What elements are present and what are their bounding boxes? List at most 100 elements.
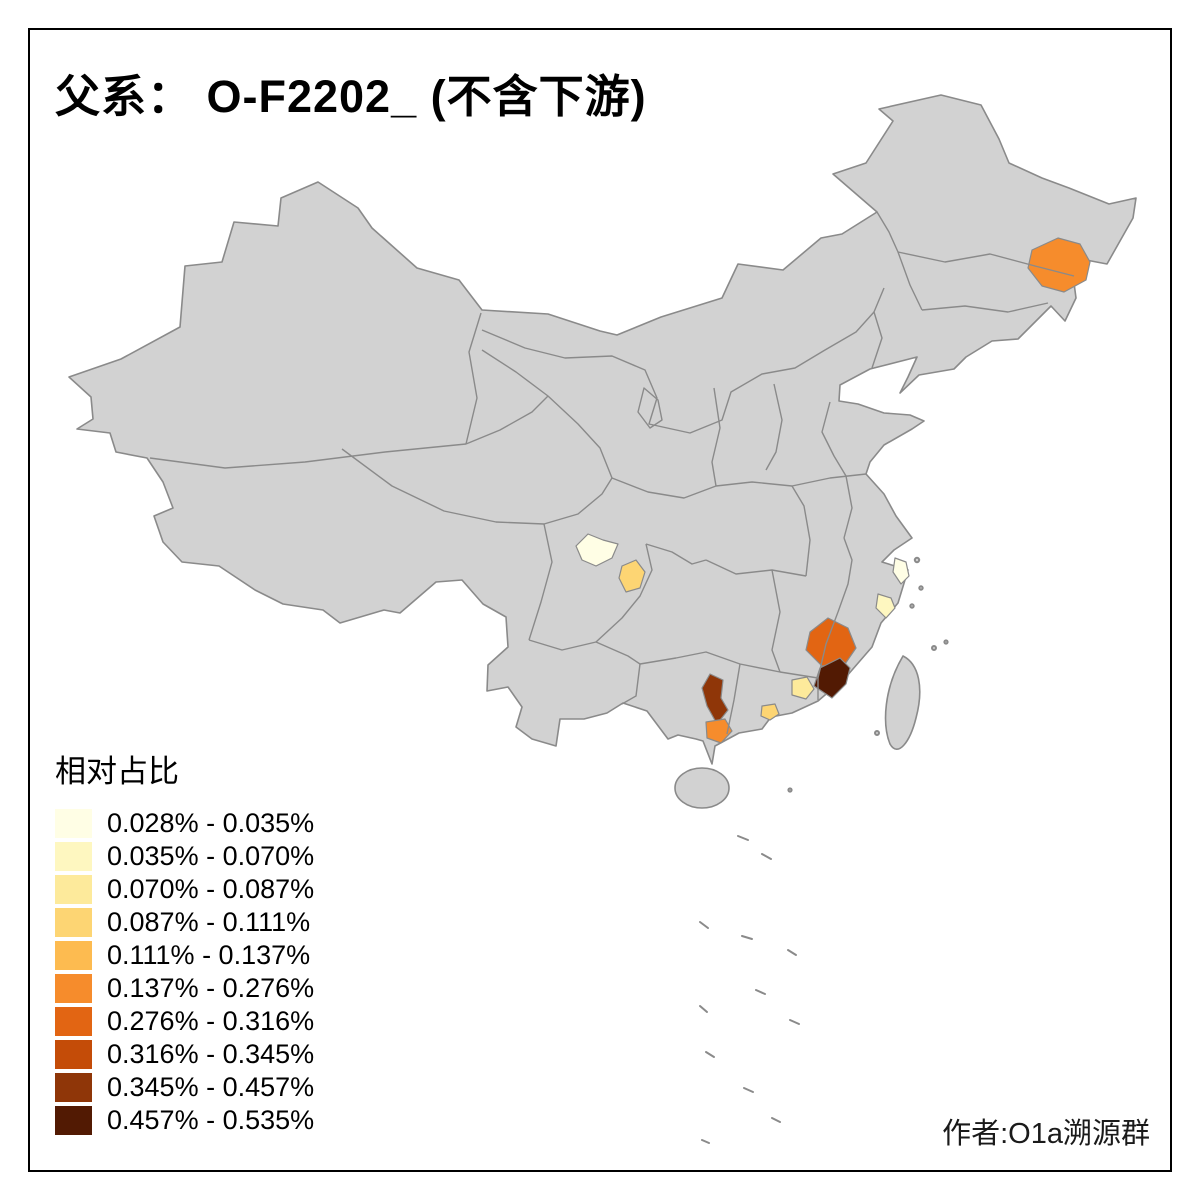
country-outline bbox=[68, 94, 1137, 809]
sea-dash bbox=[741, 935, 753, 940]
region-heilongjiang-east bbox=[1027, 237, 1091, 293]
legend-swatch bbox=[55, 1073, 92, 1102]
island-dot bbox=[787, 787, 793, 793]
legend-item: 0.316% - 0.345% bbox=[55, 1038, 314, 1071]
island-dot bbox=[918, 585, 924, 591]
plot-title: 父系： O-F2202_ (不含下游) bbox=[55, 71, 647, 122]
region-sichuan-chengdu bbox=[575, 533, 619, 567]
legend-swatch bbox=[55, 1040, 92, 1069]
province-border bbox=[871, 287, 885, 369]
china-mainland bbox=[68, 94, 1137, 765]
province-border bbox=[341, 448, 545, 525]
region-guangxi-east bbox=[701, 673, 729, 725]
taiwan-island bbox=[884, 655, 921, 750]
legend-label: 0.035% - 0.070% bbox=[107, 841, 315, 871]
region-zhejiang-coast-south bbox=[875, 593, 896, 619]
province-border bbox=[639, 651, 819, 679]
province-border bbox=[837, 537, 853, 613]
legend-label: 0.137% - 0.276% bbox=[107, 973, 315, 1003]
legend-label: 0.087% - 0.111% bbox=[107, 907, 311, 937]
legend-item: 0.345% - 0.457% bbox=[55, 1071, 314, 1104]
region-guangdong-north bbox=[791, 676, 815, 700]
sea-dash bbox=[743, 1087, 754, 1093]
sea-dash bbox=[699, 1005, 708, 1013]
legend-label: 0.070% - 0.087% bbox=[107, 874, 315, 904]
island-dot bbox=[874, 730, 880, 736]
province-border bbox=[843, 475, 853, 539]
legend: 相对占比 0.028% - 0.035% 0.035% - 0.070% 0.0… bbox=[55, 746, 314, 1137]
legend-item: 0.111% - 0.137% bbox=[55, 939, 314, 972]
legend-rows: 0.028% - 0.035% 0.035% - 0.070% 0.070% -… bbox=[55, 807, 314, 1137]
province-border bbox=[595, 543, 653, 643]
legend-item: 0.457% - 0.535% bbox=[55, 1104, 314, 1137]
province-border bbox=[543, 477, 613, 525]
province-border bbox=[705, 559, 807, 577]
sea-dash bbox=[789, 1019, 800, 1025]
province-border bbox=[481, 311, 875, 434]
sea-dash bbox=[761, 853, 772, 860]
province-border bbox=[791, 485, 811, 577]
province-border bbox=[726, 663, 741, 735]
legend-swatch bbox=[55, 974, 92, 1003]
sea-dash bbox=[699, 921, 709, 929]
province-border bbox=[481, 349, 613, 479]
sea-dash bbox=[771, 1117, 781, 1123]
province-border bbox=[821, 401, 847, 477]
legend-swatch bbox=[55, 842, 92, 871]
legend-label: 0.457% - 0.535% bbox=[107, 1105, 315, 1135]
legend-label: 0.316% - 0.345% bbox=[107, 1039, 315, 1069]
legend-item: 0.035% - 0.070% bbox=[55, 840, 314, 873]
province-border bbox=[149, 443, 467, 469]
sea-dash bbox=[737, 835, 749, 841]
sea-dash bbox=[755, 989, 766, 995]
hainan-island bbox=[674, 767, 730, 809]
province-border bbox=[897, 251, 1075, 277]
legend-title: 相对占比 bbox=[55, 754, 179, 789]
legend-swatch bbox=[55, 1007, 92, 1036]
sea-dash bbox=[705, 1051, 715, 1058]
highlighted-regions bbox=[575, 237, 1091, 744]
legend-label: 0.028% - 0.035% bbox=[107, 808, 315, 838]
island-marks bbox=[699, 556, 949, 1144]
sea-dash bbox=[787, 949, 797, 956]
legend-swatch bbox=[55, 908, 92, 937]
legend-label: 0.276% - 0.316% bbox=[107, 1006, 315, 1036]
legend-label: 0.345% - 0.457% bbox=[107, 1072, 315, 1102]
region-fujian-north bbox=[805, 617, 857, 667]
legend-swatch bbox=[55, 941, 92, 970]
region-zhejiang-coast-north bbox=[892, 557, 910, 585]
province-border bbox=[711, 387, 721, 487]
province-border bbox=[611, 477, 717, 499]
island-dot bbox=[909, 603, 915, 609]
legend-swatch bbox=[55, 1106, 92, 1135]
province-border bbox=[621, 663, 641, 705]
sea-dash bbox=[701, 1139, 710, 1144]
province-border bbox=[465, 395, 549, 445]
legend-item: 0.028% - 0.035% bbox=[55, 807, 314, 840]
province-border bbox=[528, 523, 553, 641]
province-border bbox=[765, 383, 783, 471]
province-border bbox=[817, 611, 839, 700]
legend-swatch bbox=[55, 809, 92, 838]
legend-label: 0.111% - 0.137% bbox=[107, 940, 311, 970]
author-credit: 作者:O1a溯源群 bbox=[942, 1118, 1150, 1150]
province-border bbox=[921, 302, 1049, 313]
island-dot bbox=[931, 645, 937, 651]
island-dot bbox=[913, 556, 921, 564]
legend-item: 0.276% - 0.316% bbox=[55, 1005, 314, 1038]
province-border bbox=[645, 543, 707, 565]
region-fujian-south bbox=[813, 657, 851, 699]
province-borders bbox=[149, 211, 1075, 735]
legend-item: 0.087% - 0.111% bbox=[55, 906, 314, 939]
province-border bbox=[465, 312, 482, 445]
region-chongqing-west bbox=[618, 559, 646, 593]
legend-item: 0.070% - 0.087% bbox=[55, 873, 314, 906]
island-dot bbox=[943, 639, 949, 645]
region-guangdong-west bbox=[760, 703, 780, 721]
legend-swatch bbox=[55, 875, 92, 904]
legend-item: 0.137% - 0.276% bbox=[55, 972, 314, 1005]
province-border bbox=[637, 387, 663, 429]
region-guangxi-south-coast bbox=[705, 718, 733, 744]
